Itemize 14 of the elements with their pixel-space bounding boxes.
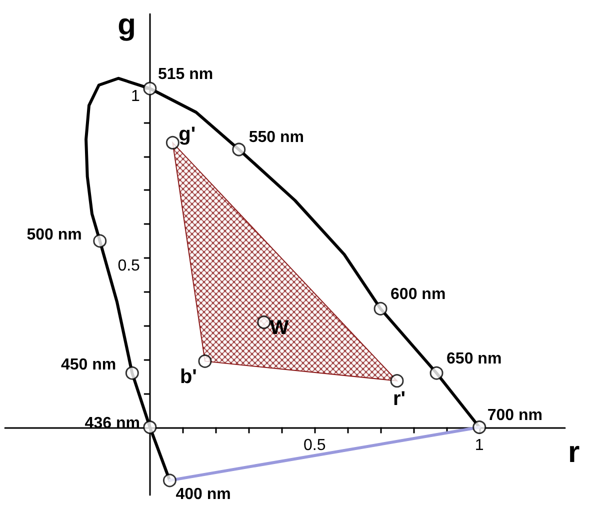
y-axis-title: g [118,8,136,42]
annotation: 400 nm [176,486,231,503]
annotation: b' [180,366,197,388]
annotation: 515 nm [158,66,214,84]
annotation: 450 nm [61,356,116,374]
annotation: 700 nm [487,406,542,424]
annotation: r' [393,388,406,410]
x-axis-title: r [568,436,580,469]
annotation: 600 nm [390,286,446,304]
annotation: g' [178,124,196,146]
annotation: 650 nm [446,350,502,368]
annotation: 500 nm [26,226,82,244]
annotation: W [270,317,289,340]
annotation: 550 nm [248,128,304,146]
